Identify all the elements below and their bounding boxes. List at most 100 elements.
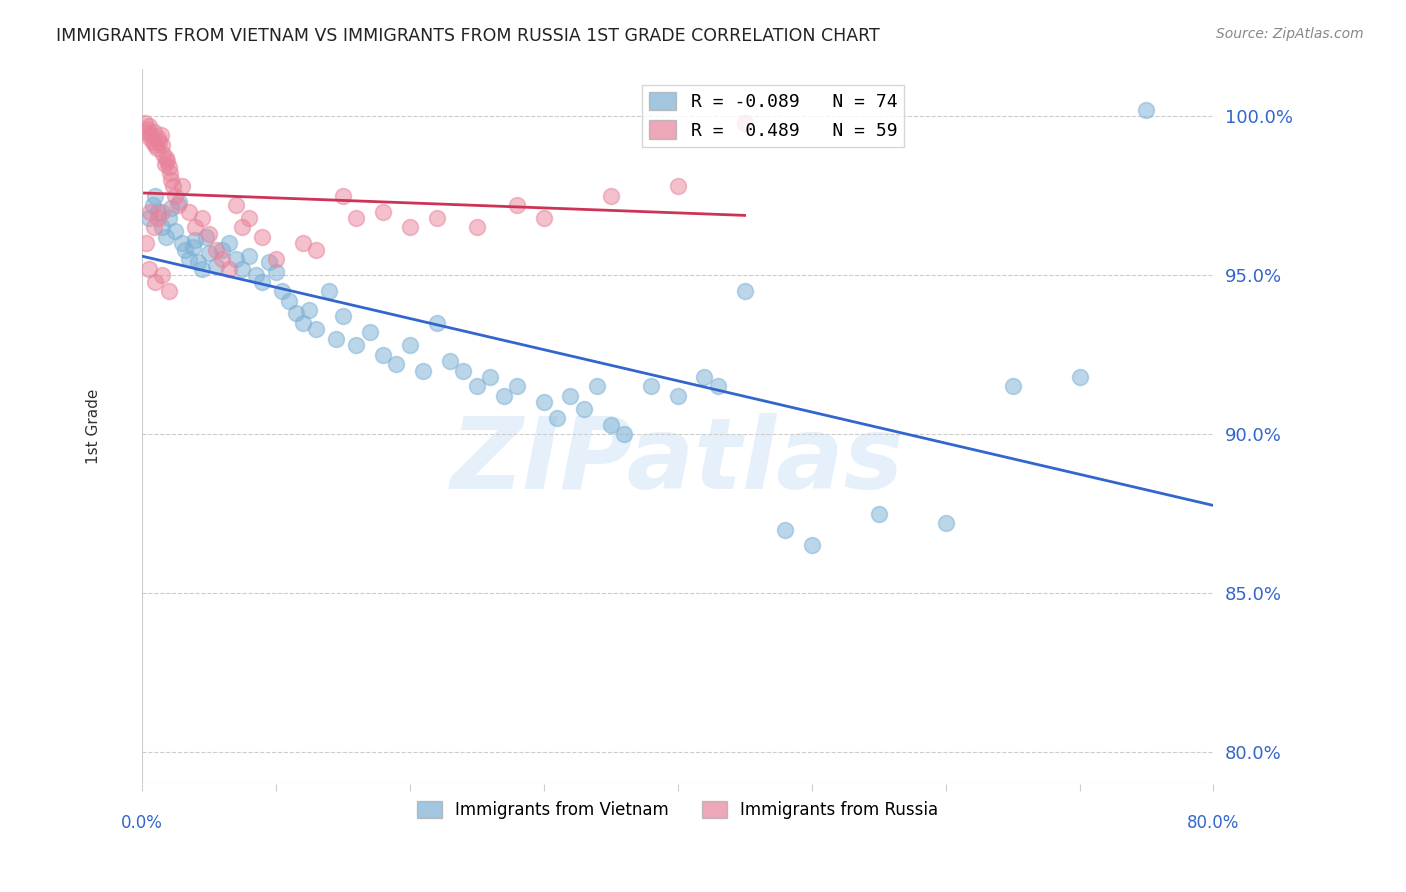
Text: ZIPatlas: ZIPatlas <box>451 414 904 510</box>
Point <box>546 411 568 425</box>
Point <box>135 125 157 139</box>
Point <box>150 220 173 235</box>
Point <box>146 131 169 145</box>
Point <box>139 131 162 145</box>
Point <box>231 261 253 276</box>
Point <box>191 261 214 276</box>
Point <box>159 166 181 180</box>
Point <box>145 141 167 155</box>
Point <box>1135 103 1157 117</box>
Point <box>371 348 394 362</box>
Point <box>155 151 177 165</box>
Point <box>291 316 314 330</box>
Point <box>198 246 221 260</box>
Text: 80.0%: 80.0% <box>1187 814 1240 832</box>
Point <box>305 243 328 257</box>
Point <box>218 236 240 251</box>
Point <box>640 379 662 393</box>
Point <box>211 243 233 257</box>
Point <box>599 417 621 432</box>
Point <box>492 389 515 403</box>
Point <box>533 395 555 409</box>
Point <box>187 255 209 269</box>
Point <box>134 115 156 129</box>
Point <box>332 310 354 324</box>
Point <box>152 147 174 161</box>
Point <box>204 259 226 273</box>
Point <box>773 523 796 537</box>
Point <box>153 157 176 171</box>
Point <box>225 198 247 212</box>
Point <box>264 265 287 279</box>
Point <box>211 252 233 267</box>
Point <box>412 363 434 377</box>
Point <box>264 252 287 267</box>
Point <box>278 293 301 308</box>
Text: Source: ZipAtlas.com: Source: ZipAtlas.com <box>1216 27 1364 41</box>
Point <box>271 284 294 298</box>
Point <box>225 252 247 267</box>
Point <box>613 427 636 442</box>
Point <box>218 261 240 276</box>
Point <box>935 516 957 530</box>
Point <box>184 233 207 247</box>
Text: IMMIGRANTS FROM VIETNAM VS IMMIGRANTS FROM RUSSIA 1ST GRADE CORRELATION CHART: IMMIGRANTS FROM VIETNAM VS IMMIGRANTS FR… <box>56 27 880 45</box>
Text: 0.0%: 0.0% <box>121 814 163 832</box>
Point <box>135 236 157 251</box>
Point <box>359 326 381 340</box>
Point <box>146 204 169 219</box>
Point <box>479 370 502 384</box>
Point <box>344 338 367 352</box>
Point <box>142 125 165 139</box>
Point <box>150 137 173 152</box>
Point <box>560 389 582 403</box>
Point <box>439 354 461 368</box>
Point <box>143 137 166 152</box>
Point <box>398 338 420 352</box>
Point <box>245 268 267 282</box>
Point <box>204 243 226 257</box>
Point <box>170 236 193 251</box>
Point <box>385 357 408 371</box>
Point <box>533 211 555 225</box>
Point <box>425 211 447 225</box>
Point <box>284 306 307 320</box>
Point <box>465 220 488 235</box>
Point <box>599 188 621 202</box>
Legend: Immigrants from Vietnam, Immigrants from Russia: Immigrants from Vietnam, Immigrants from… <box>411 794 945 826</box>
Point <box>142 220 165 235</box>
Point <box>157 211 180 225</box>
Point <box>425 316 447 330</box>
Point <box>666 389 689 403</box>
Point <box>177 204 200 219</box>
Point <box>332 188 354 202</box>
Point <box>195 230 218 244</box>
Point <box>734 115 756 129</box>
Point <box>198 227 221 241</box>
Point <box>162 179 184 194</box>
Point <box>136 122 159 136</box>
Point <box>160 202 183 216</box>
Point <box>157 160 180 174</box>
Point <box>693 370 716 384</box>
Point <box>586 379 609 393</box>
Point <box>139 204 162 219</box>
Point <box>148 135 170 149</box>
Point <box>177 252 200 267</box>
Point <box>155 230 177 244</box>
Point <box>868 507 890 521</box>
Point <box>298 303 321 318</box>
Point <box>465 379 488 393</box>
Point <box>184 220 207 235</box>
Point <box>318 284 340 298</box>
Text: 1st Grade: 1st Grade <box>86 389 101 464</box>
Point <box>572 401 595 416</box>
Point <box>1069 370 1091 384</box>
Point <box>156 153 179 168</box>
Point <box>143 188 166 202</box>
Point <box>800 538 823 552</box>
Point <box>181 239 204 253</box>
Point <box>1001 379 1024 393</box>
Point <box>371 204 394 219</box>
Point <box>291 236 314 251</box>
